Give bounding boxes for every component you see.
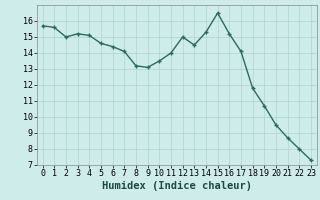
X-axis label: Humidex (Indice chaleur): Humidex (Indice chaleur) [102, 181, 252, 191]
